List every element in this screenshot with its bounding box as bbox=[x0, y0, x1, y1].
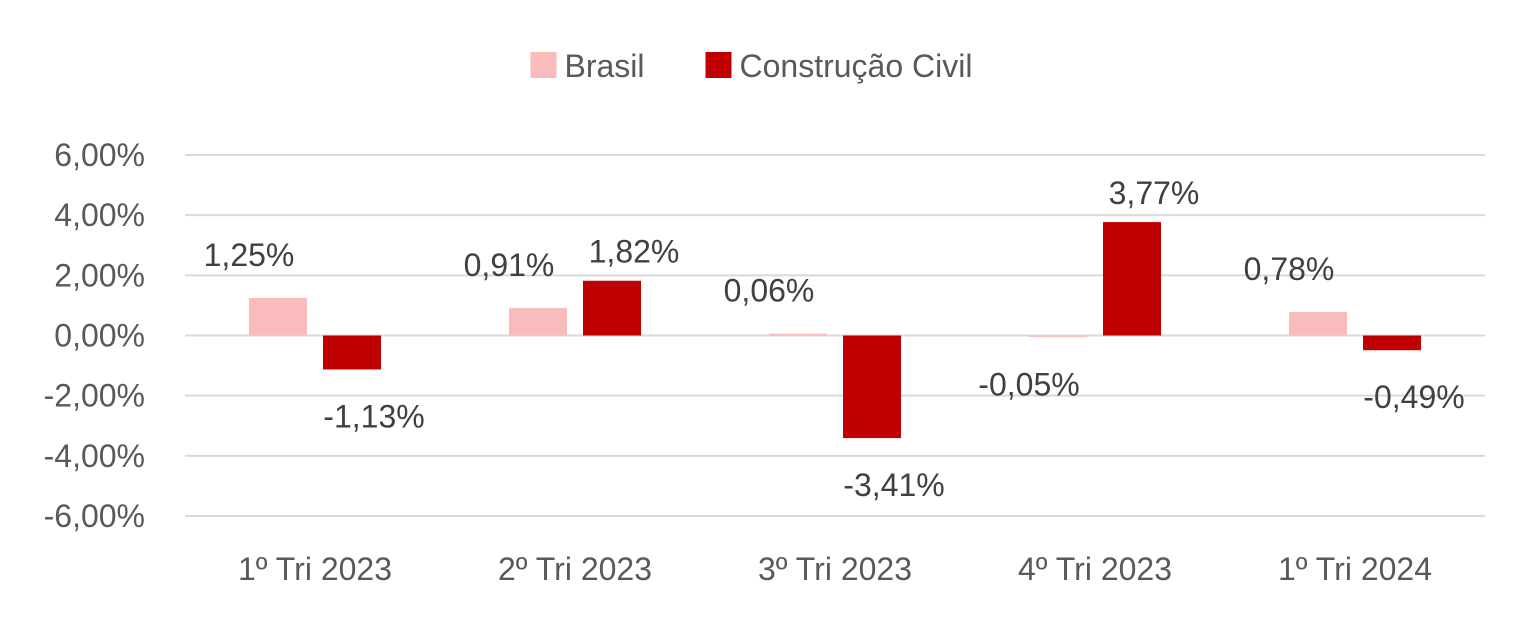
legend-label: Brasil bbox=[565, 48, 645, 84]
legend-item: Brasil bbox=[530, 48, 645, 84]
bar-construcao-civil bbox=[583, 280, 641, 336]
x-tick-label: 4º Tri 2023 bbox=[1018, 551, 1172, 587]
bar-brasil bbox=[509, 308, 567, 336]
bar-brasil bbox=[1029, 335, 1087, 338]
y-tick-label: 4,00% bbox=[54, 197, 145, 233]
data-label: -0,05% bbox=[978, 367, 1079, 403]
x-axis: 1º Tri 2023 2º Tri 2023 3º Tri 2023 4º Tri … bbox=[238, 551, 1432, 587]
legend: Brasil Construção Civil bbox=[530, 48, 973, 84]
x-tick-label: 2º Tri 2023 bbox=[498, 551, 652, 587]
bar-construcao-civil bbox=[843, 335, 901, 439]
legend-item: Construção Civil bbox=[705, 48, 973, 84]
y-tick-label: -6,00% bbox=[44, 498, 145, 534]
y-tick-label: 0,00% bbox=[54, 318, 145, 354]
data-label: 1,25% bbox=[204, 237, 295, 273]
legend-label: Construção Civil bbox=[740, 48, 973, 84]
y-tick-label: 6,00% bbox=[54, 137, 145, 173]
y-axis: 6,00% 4,00% 2,00% 0,00% -2,00% -4,00% -6,00% bbox=[44, 137, 145, 534]
bar-brasil bbox=[1289, 312, 1347, 336]
bars bbox=[249, 222, 1421, 439]
data-labels: 1,25% -1,13% 0,91% 1,82% 0,06% -3,41% -0,05% 3,… bbox=[204, 175, 1465, 503]
data-label: 3,77% bbox=[1109, 175, 1200, 211]
data-label: -0,49% bbox=[1363, 379, 1464, 415]
y-tick-label: -2,00% bbox=[44, 378, 145, 414]
bar-brasil bbox=[249, 297, 307, 336]
legend-swatch bbox=[530, 52, 557, 78]
x-tick-label: 1º Tri 2024 bbox=[1278, 551, 1432, 587]
x-tick-label: 3º Tri 2023 bbox=[758, 551, 912, 587]
data-label: 0,91% bbox=[464, 247, 555, 283]
y-tick-label: 2,00% bbox=[54, 257, 145, 293]
gridlines bbox=[185, 154, 1485, 517]
data-label: 0,78% bbox=[1244, 251, 1335, 287]
data-label: 0,06% bbox=[724, 273, 815, 309]
data-label: -1,13% bbox=[323, 398, 424, 434]
x-tick-label: 1º Tri 2023 bbox=[238, 551, 392, 587]
bar-brasil bbox=[769, 333, 827, 336]
bar-construcao-civil bbox=[323, 335, 381, 370]
y-tick-label: -4,00% bbox=[44, 438, 145, 474]
data-label: 1,82% bbox=[589, 234, 680, 270]
bar-construcao-civil bbox=[1103, 222, 1161, 336]
legend-swatch bbox=[705, 52, 732, 78]
data-label: -3,41% bbox=[843, 467, 944, 503]
bar-construcao-civil bbox=[1363, 335, 1421, 351]
